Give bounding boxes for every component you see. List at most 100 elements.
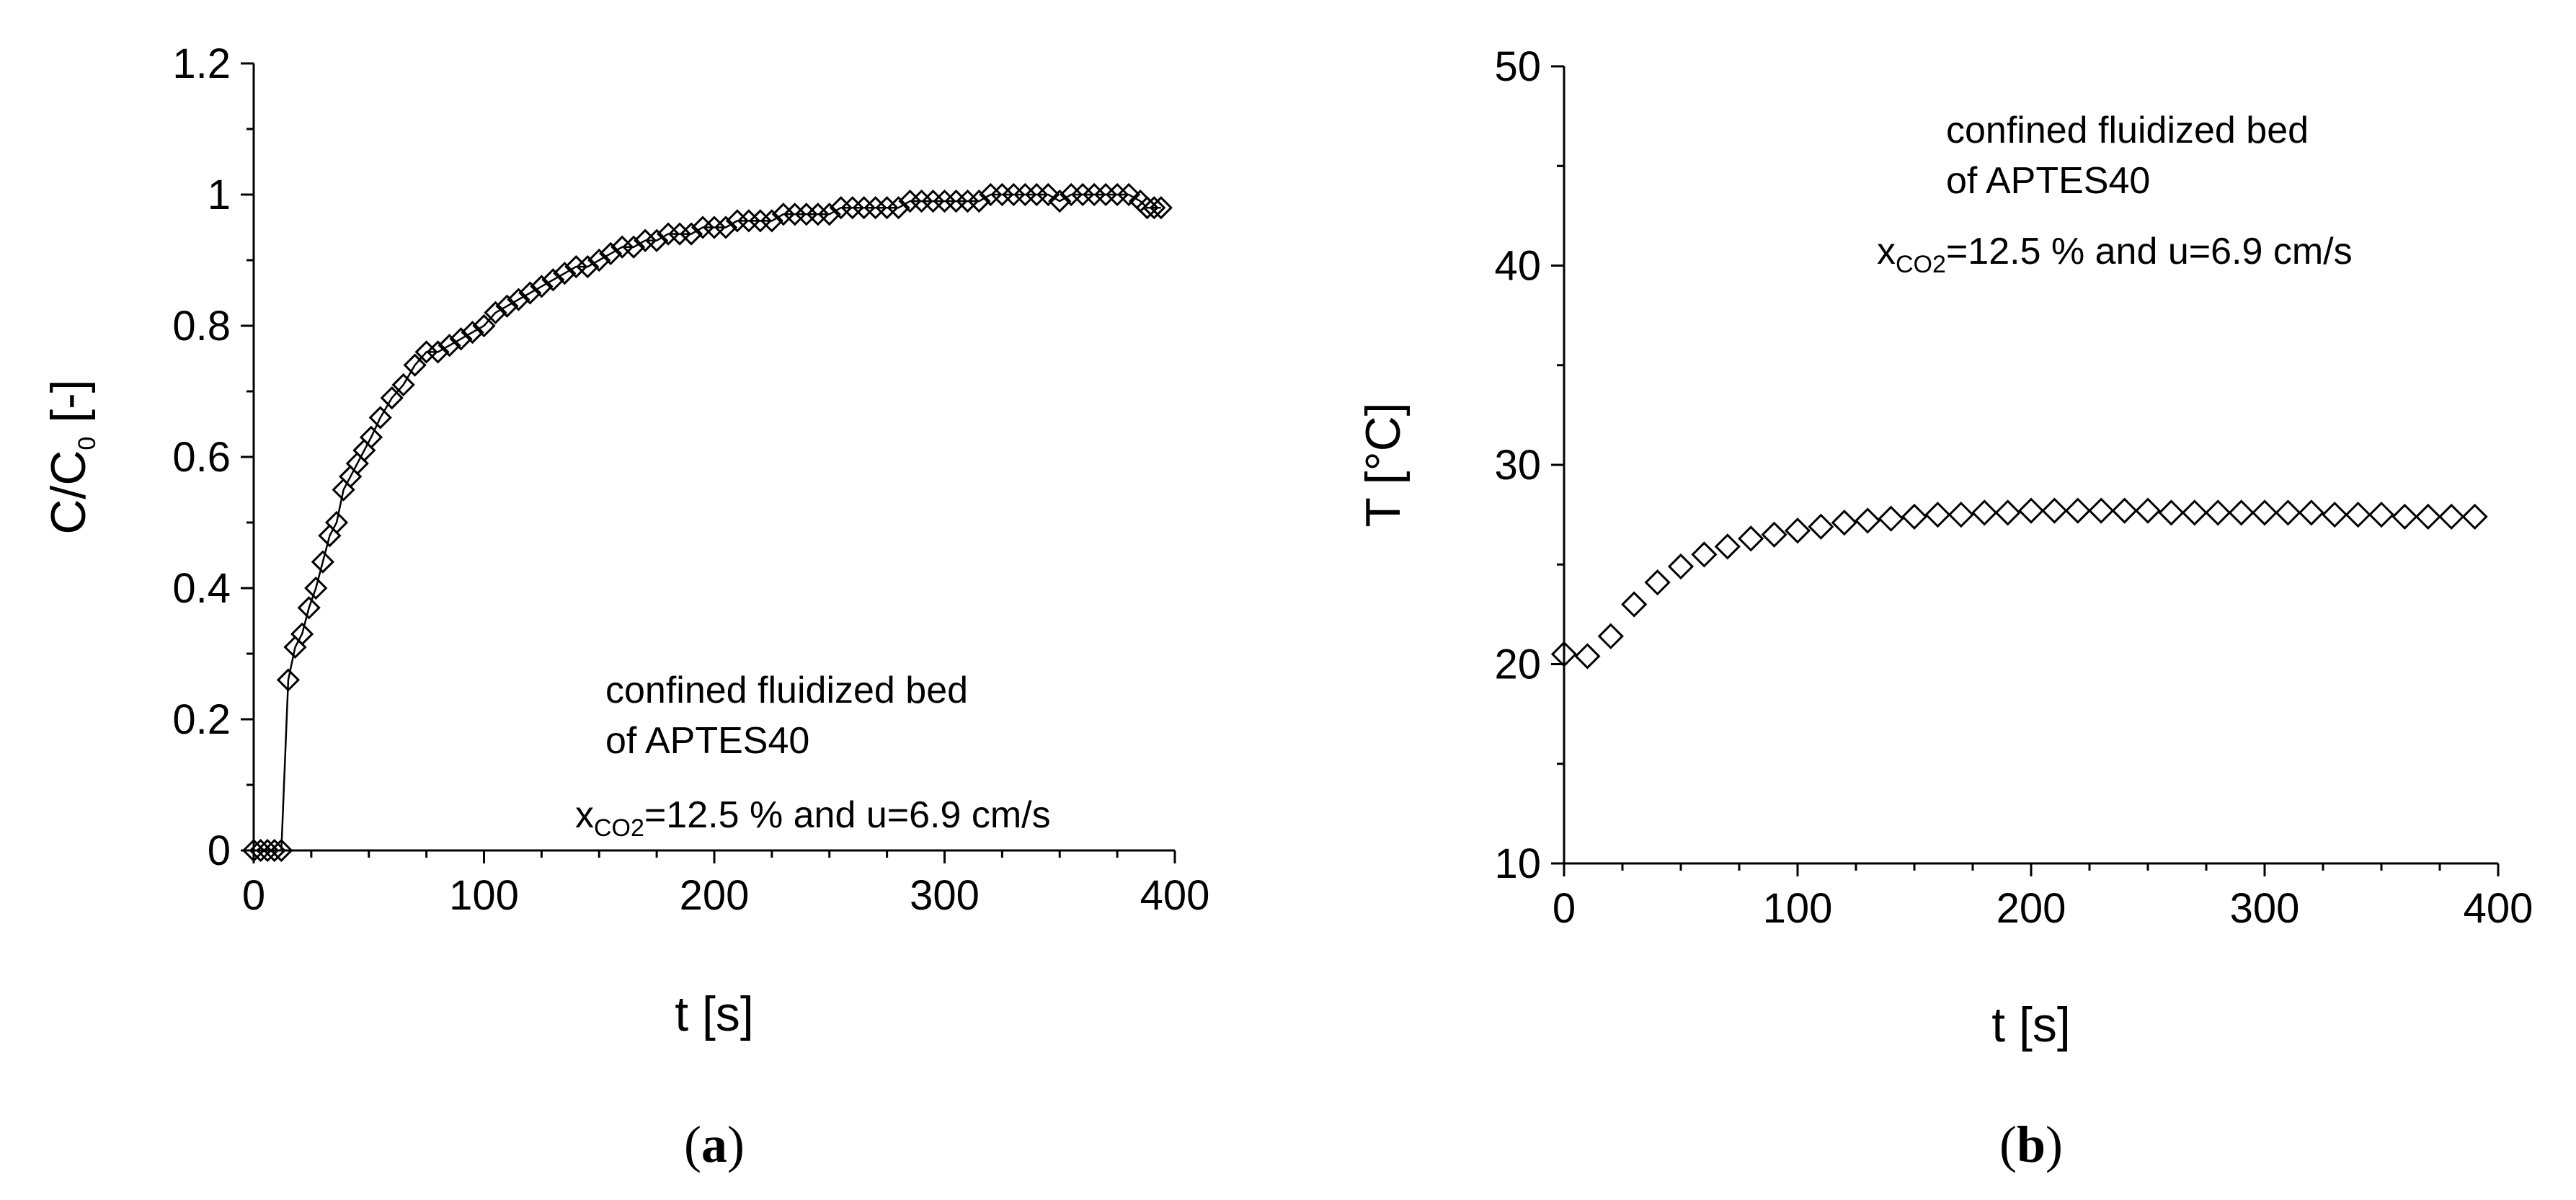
chart-a-data-point [667,222,692,246]
chart-a-data-point [817,203,841,226]
chart-a-data-point [887,196,910,220]
chart-a-annotation-condition: xCO2=12.5 % and u=6.9 cm/s [575,794,1051,842]
chart-b-data-point [2461,503,2488,530]
chart-b-data-point [2228,499,2255,526]
chart-b-data-point [1574,643,1601,670]
chart-b-x-tick-label: 200 [1997,885,2066,932]
chart-b-data-point [1550,641,1578,667]
chart-a-x-tick-labels: 0 100 200 300 400 [242,872,1210,919]
chart-a-data-point [518,281,542,305]
chart-b-y-axis-label: T [°C] [1356,402,1411,527]
chart-a-data-point [484,301,507,324]
chart-b-data-point [1738,525,1764,552]
chart-a-data-point [1002,182,1026,207]
chart-b-x-tick-label: 0 [1553,885,1576,932]
chart-a-data-point [541,268,565,292]
chart-b-data-point [2205,499,2231,526]
chart-a-data-point [391,373,415,397]
chart-b-data-point [1901,503,1928,530]
chart-b-y-tick-label: 10 [1494,840,1541,887]
chart-b-annotation-line2: of APTES40 [1946,160,2150,202]
chart-b-y-tick-label: 40 [1494,243,1541,290]
chart-b-data-point [2275,499,2301,526]
chart-a-y-tick-label: 0.6 [172,434,231,481]
chart-a-data-point [1083,182,1106,207]
chart-b-y-tick-labels: 10 20 30 40 50 [1494,43,1541,887]
chart-b-data-point [2111,497,2138,524]
chart-a-x-tick-label: 100 [449,872,519,919]
chart-a-panel-label: (a) [684,1116,745,1173]
chart-a-x-axis-label: t [s] [675,987,754,1041]
chart-b-annotation-line1: confined fluidized bed [1946,110,2309,151]
chart-a-data-point [622,235,646,259]
chart-a: 0 0.2 0.4 0.6 0.8 1 1.2 0 100 200 300 400 C/C0 [-]… [41,40,1209,1173]
chart-a-data-point [783,203,807,226]
chart-b-x-tick-label: 300 [2230,885,2300,932]
chart-b-data-point [2368,502,2395,528]
chart-b-data-point [1644,569,1671,596]
chart-a-data-point [553,262,577,285]
chart-a-data-point [359,425,383,449]
chart-b-data-point [2345,502,2371,528]
chart-a-data-point [587,248,611,272]
chart-a-y-tick-label: 0 [208,827,231,874]
chart-a-data-point [403,353,427,377]
chart-a-data-point [656,222,680,246]
chart-b-y-tick-label: 30 [1494,442,1541,489]
chart-a-data-point [461,320,484,345]
chart-a-data-point [933,189,956,213]
chart-a-series [241,182,1173,863]
chart-a-data-point [414,340,438,364]
chart-a-data-point [910,189,933,213]
chart-a-data-point [507,288,530,311]
chart-a-y-tick-label: 1 [208,172,231,218]
chart-a-data-point [806,203,830,226]
chart-a-data-point [679,222,703,246]
chart-a-data-point [262,838,286,863]
chart-b-data-point [1667,553,1695,580]
chart-b-x-tick-label: 100 [1763,885,1833,932]
chart-a-x-tick-label: 300 [910,872,980,919]
chart-b-data-point [1924,502,1951,528]
chart-a-data-point [564,254,588,279]
chart-a-data-point [472,314,496,338]
chart-a-data-point [863,196,887,220]
chart-a-data-point [967,189,991,213]
chart-a-data-point [852,196,876,220]
chart-a-data-point [1013,182,1037,207]
chart-b-data-point [2017,497,2045,524]
chart-a-data-point [576,254,600,279]
chart-b-data-point [2064,497,2091,524]
chart-b-series [1550,497,2488,670]
chart-b-data-point [2134,497,2162,524]
chart-a-data-point [324,510,349,535]
chart-b-data-point [1878,505,1904,532]
chart-a-x-tick-label: 0 [242,872,265,919]
chart-a-data-point [1116,182,1141,207]
chart-b-x-tick-label: 400 [2464,885,2533,932]
chart-a-data-point [1060,182,1083,207]
chart-a-annotation-line2: of APTES40 [605,720,809,762]
chart-a-data-point [737,209,761,233]
chart-a-data-point [1025,182,1049,207]
chart-a-data-point [449,327,473,351]
chart-b-data-point [2322,502,2348,528]
chart-a-annotation-line1: confined fluidized bed [605,670,968,711]
chart-a-data-point [1071,182,1095,207]
chart-a-data-point [1142,196,1166,220]
chart-a-data-point [304,576,328,600]
chart-a-data-point [875,196,899,220]
chart-a-x-tick-label: 200 [680,872,750,919]
chart-a-x-tick-label: 400 [1140,872,1210,919]
chart-a-data-point [290,622,314,646]
chart-a-data-point [634,228,657,252]
chart-a-data-point [380,386,404,410]
chart-a-data-point [276,668,301,692]
chart-b-data-point [1971,499,1998,526]
chart-a-y-axis-label: C/C0 [-] [41,379,101,534]
chart-b-data-point [2088,497,2115,524]
chart-a-data-point [1094,182,1118,207]
chart-a-data-point [990,182,1014,207]
chart-a-data-point [771,203,795,226]
chart-a-data-point [530,275,554,298]
